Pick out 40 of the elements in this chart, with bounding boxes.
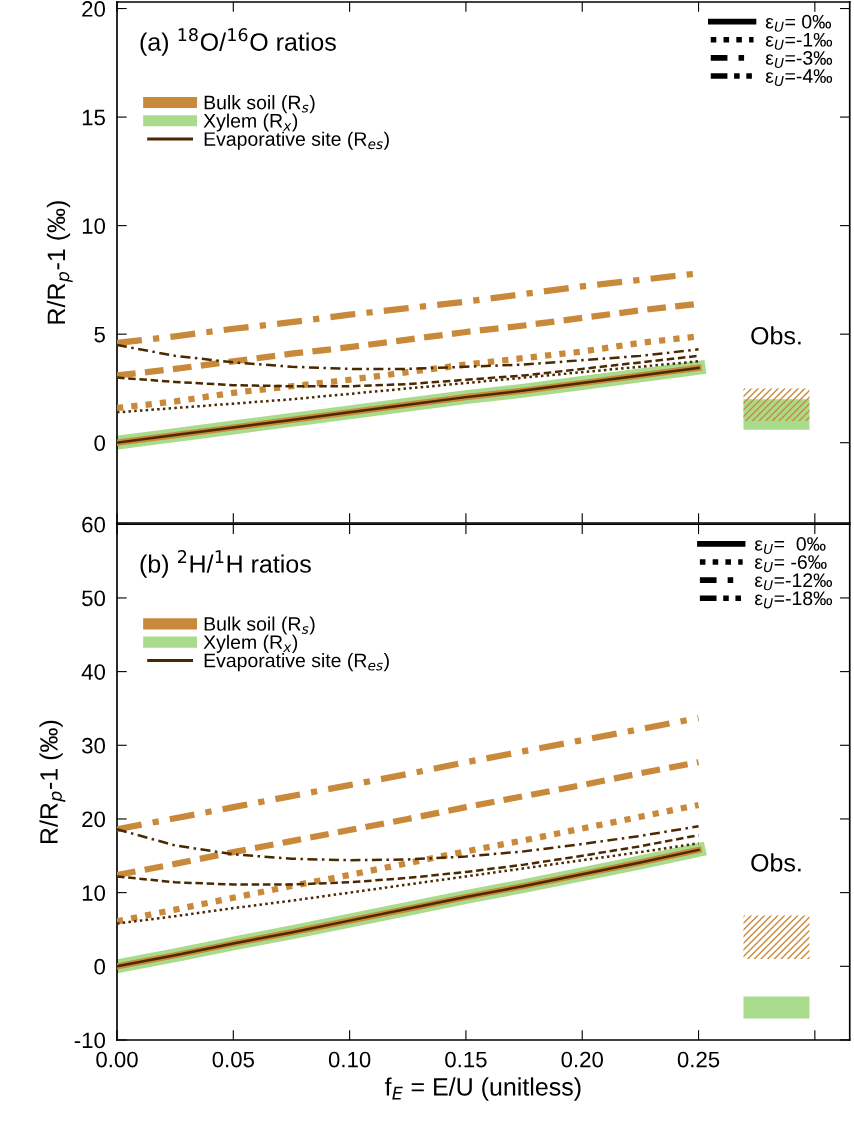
y-tick-label: 0 [94,435,106,451]
annotation: ε$_{U}$=-3‰ [765,51,833,69]
y-tick-label: -10 [74,1032,106,1049]
y-tick-label: 60 [82,516,106,533]
annotation: ε$_{U}$=-12‰ [754,573,833,591]
annotation: Obs. [751,853,801,872]
y-tick-label: 0 [94,958,106,975]
annotation: ε$_{U}$=-4‰ [765,69,833,87]
legend-label: Xylem (R$_{x}$) [203,634,298,653]
x-tick-label: 0.25 [677,1051,720,1068]
annotation: ε$_{U}$= -6‰ [754,555,827,573]
y-tick-label: 5 [94,326,105,343]
annotation: ε$_{U}$=-18‰ [754,591,833,609]
x-tick-label: 0.15 [445,1051,487,1068]
annotation: Obs. [751,326,801,345]
y-axis-title: R/R$_{p}$-1 (‰) [46,201,73,324]
y-tick-label: 40 [81,664,106,680]
annotation: ε$_{U}$= 0‰ [754,537,826,555]
y-tick-label: 10 [82,218,106,234]
y-tick-label: 20 [82,1,106,17]
x-tick-label: 0.00 [96,1051,138,1068]
y-tick-label: 10 [82,885,106,901]
x-tick-label: 0.20 [561,1051,603,1068]
legend-label: Xylem (R$_{x}$) [203,113,298,132]
legend-label: Bulk soil (R$_{s}$) [204,616,315,635]
x-axis-title: f$_{E}$ = E/U (unitless) [384,1077,581,1101]
y-tick-label: 15 [82,109,105,126]
y-tick-label: 20 [82,811,106,828]
y-axis-title: R/R$_{p}$-1 (‰) [39,720,66,844]
y-tick-label: 30 [82,737,106,754]
legend-label: Bulk soil (R$_{s}$) [204,95,315,114]
legend-label: Evaporative site (R$_{es}$) [204,131,389,150]
text: (b) $^{2}$H/$^{1}$H ratios [140,550,311,578]
text: (a) $^{18}$O/$^{16}$O ratios [140,28,336,56]
legend-label: Evaporative site (R$_{es}$) [204,653,389,672]
annotation: ε$_{U}$=-1‰ [765,32,833,50]
x-tick-label: 0.10 [328,1051,371,1068]
y-tick-label: 50 [82,590,106,607]
x-tick-label: 0.05 [212,1051,254,1068]
annotation: ε$_{U}$= 0‰ [765,14,832,32]
